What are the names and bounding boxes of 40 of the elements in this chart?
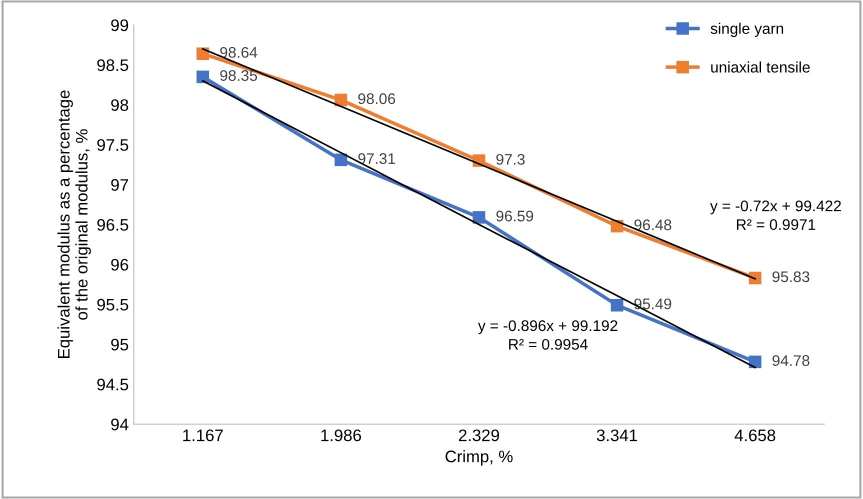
y-tick-label: 96	[111, 258, 128, 271]
legend-label: uniaxial tensile	[711, 61, 810, 73]
y-tick-label: 94	[111, 418, 128, 430]
annotation: y = -0.896x + 99.192 R² = 0.9954	[478, 320, 618, 350]
y-tick-label: 94.5	[97, 378, 128, 390]
y-tick-label: 98	[111, 99, 128, 111]
point	[748, 356, 762, 368]
y-tick-label: 95	[111, 338, 128, 351]
point	[334, 94, 348, 106]
data-label: 94.78	[772, 355, 810, 366]
data-label: 95.83	[772, 271, 810, 282]
x-tick-label: 1.986	[321, 429, 362, 442]
x-tick-label: 4.658	[734, 429, 776, 442]
x-axis-title: Crimp, %	[446, 450, 513, 466]
y-tick-label: 98.5	[97, 59, 128, 72]
point	[748, 272, 762, 284]
x-tick-label: 2.329	[458, 429, 500, 442]
point	[334, 154, 348, 166]
data-label: 98.64	[220, 46, 258, 58]
legend-label: single yarn	[710, 22, 784, 37]
data-label: 97.3	[496, 154, 525, 165]
y-tick-label: 97.5	[97, 139, 128, 151]
y-tick-label: 97	[111, 179, 128, 191]
x-tick-label: 1.167	[183, 429, 223, 442]
data-label: 95.49	[634, 298, 672, 310]
data-label: 97.31	[358, 153, 396, 164]
point	[610, 298, 624, 312]
point	[472, 211, 486, 224]
x-tick-label: 3.341	[596, 429, 638, 442]
y-tick-label: 99	[111, 19, 128, 32]
y-axis-title: Equivalent modulus as a percentage of the original modulus, %	[57, 90, 91, 358]
data-label: 98.06	[358, 93, 396, 104]
point	[196, 70, 210, 84]
y-tick-label: 95.5	[97, 298, 128, 311]
data-label: 96.48	[634, 219, 672, 230]
data-label: 96.59	[496, 210, 534, 222]
point	[196, 47, 210, 60]
annotation: y = -0.72x + 99.422 R² = 0.9971	[710, 200, 841, 230]
y-tick-label: 96.5	[97, 218, 128, 231]
data-label: 98.35	[220, 70, 258, 81]
